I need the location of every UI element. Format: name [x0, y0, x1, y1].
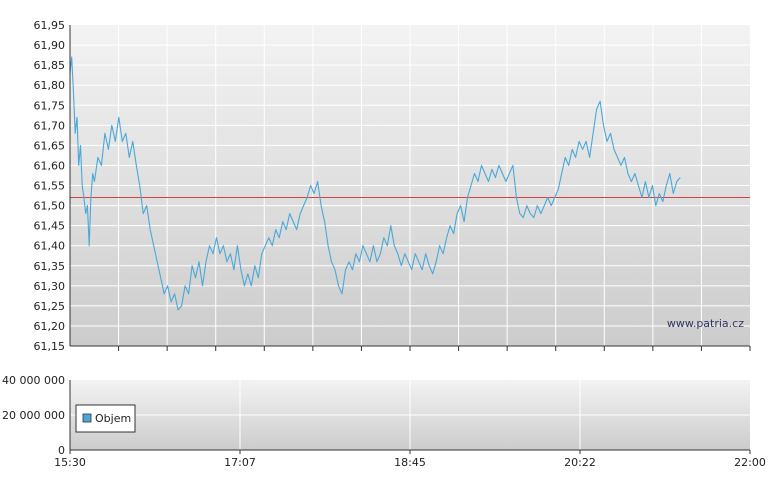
volume-gridlines	[70, 380, 750, 450]
price-y-tick-label: 61,25	[34, 300, 66, 313]
price-gridlines	[70, 25, 750, 346]
price-y-tick-label: 61,60	[34, 159, 66, 172]
volume-y-tick-label: 40 000 000	[2, 374, 65, 387]
price-y-tick-label: 61,15	[34, 340, 66, 353]
price-y-tick-label: 61,45	[34, 220, 66, 233]
price-y-tick-label: 61,90	[34, 39, 66, 52]
x-tick-label: 22:00	[734, 456, 766, 469]
price-y-tick-label: 61,85	[34, 59, 66, 72]
watermark-text: www.patria.cz	[667, 317, 744, 330]
price-y-tick-label: 61,55	[34, 180, 66, 193]
legend-swatch	[82, 413, 92, 423]
volume-y-tick-label: 20 000 000	[2, 409, 65, 422]
price-y-tick-label: 61,20	[34, 320, 66, 333]
price-y-tick-label: 61,30	[34, 280, 66, 293]
legend-label: Objem	[95, 412, 131, 425]
x-tick-label: 20:22	[564, 456, 596, 469]
volume-legend: Objem	[75, 404, 136, 433]
price-y-tick-label: 61,75	[34, 99, 66, 112]
volume-y-axis: 40 000 000 20 000 000 0	[2, 374, 65, 457]
price-y-tick-label: 61,40	[34, 240, 66, 253]
volume-y-tick-label: 0	[58, 444, 65, 457]
price-y-tick-label: 61,65	[34, 139, 66, 152]
x-tick-label: 15:30	[54, 456, 86, 469]
price-y-axis: 61,95 61,90 61,85 61,80 61,75 61,70 61,65 61,60…	[34, 19, 66, 353]
price-y-tick-label: 61,80	[34, 79, 66, 92]
volume-x-ticks: 15:30 17:07 18:45 20:22 22:00	[54, 450, 766, 469]
price-panel: 61,95 61,90 61,85 61,80 61,75 61,70 61,65 61,60…	[34, 19, 751, 353]
price-y-tick-label: 61,70	[34, 119, 66, 132]
price-y-tick-label: 61,35	[34, 260, 66, 273]
price-series-line	[69, 56, 681, 311]
x-tick-label: 17:07	[224, 456, 256, 469]
price-y-tick-label: 61,50	[34, 200, 66, 213]
volume-panel: 40 000 000 20 000 000 0 15:30 17:07 18:45 20:…	[2, 374, 766, 469]
price-y-tick-label: 61,95	[34, 19, 66, 32]
x-tick-label: 18:45	[394, 456, 426, 469]
price-x-ticks	[118, 346, 751, 351]
